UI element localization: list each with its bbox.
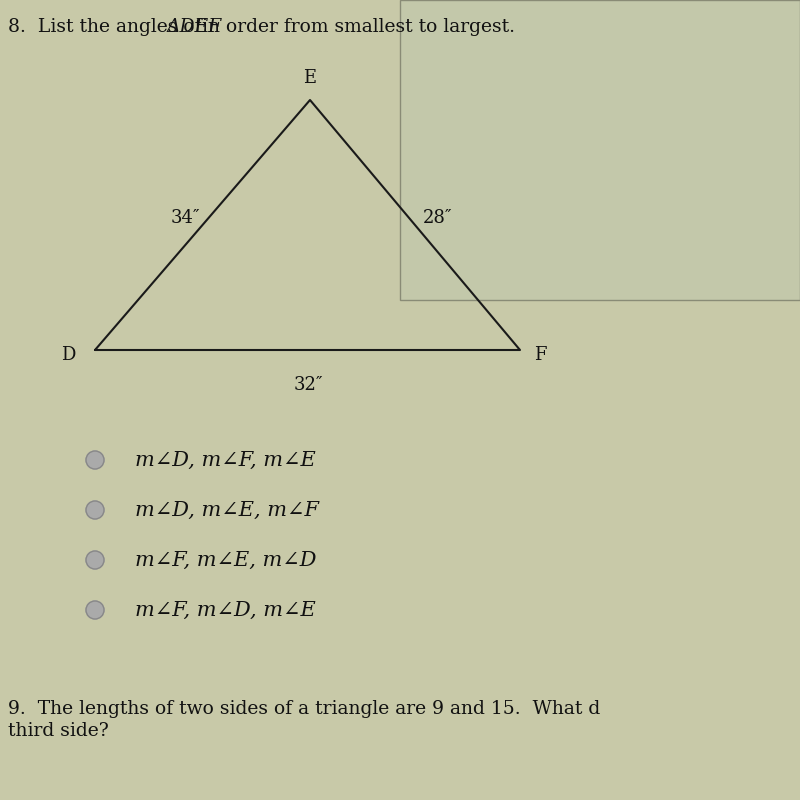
Text: m∠F, m∠D, m∠E: m∠F, m∠D, m∠E: [135, 601, 316, 619]
Text: 32″: 32″: [293, 376, 323, 394]
Circle shape: [86, 501, 104, 519]
Text: 8.  List the angles of: 8. List the angles of: [8, 18, 207, 36]
Text: 9.  The lengths of two sides of a triangle are 9 and 15.  What d: 9. The lengths of two sides of a triangl…: [8, 700, 600, 718]
Circle shape: [86, 551, 104, 569]
Text: 28″: 28″: [423, 209, 453, 227]
Text: E: E: [303, 69, 317, 87]
FancyBboxPatch shape: [400, 0, 800, 300]
Text: F: F: [534, 346, 546, 364]
Text: in order from smallest to largest.: in order from smallest to largest.: [197, 18, 515, 36]
Text: m∠D, m∠E, m∠F: m∠D, m∠E, m∠F: [135, 501, 319, 519]
Text: third side?: third side?: [8, 722, 109, 740]
Circle shape: [86, 601, 104, 619]
Text: 34″: 34″: [170, 209, 200, 227]
Circle shape: [86, 451, 104, 469]
Text: m∠D, m∠F, m∠E: m∠D, m∠F, m∠E: [135, 450, 316, 470]
Text: D: D: [61, 346, 75, 364]
Text: ΔDEF: ΔDEF: [166, 18, 222, 36]
Text: m∠F, m∠E, m∠D: m∠F, m∠E, m∠D: [135, 550, 317, 570]
